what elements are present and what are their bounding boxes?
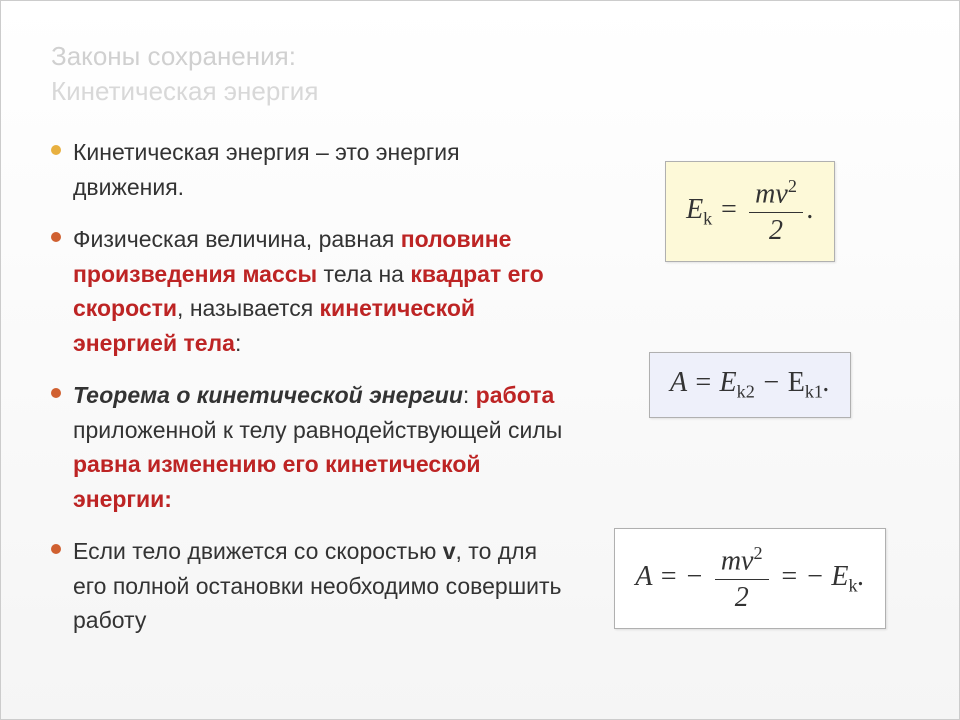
bullet-3-text: Теорема о кинетической энергии: работа п… (73, 378, 571, 516)
bullet-1-text: Кинетическая энергия – это энергия движе… (73, 135, 571, 204)
f-eq: = (687, 367, 720, 398)
bullet-dot-icon (51, 232, 61, 242)
fraction-icon: mv22 (749, 176, 803, 247)
f-num: mv2 (715, 543, 769, 580)
text-highlight: массы (242, 261, 317, 287)
formula-2-wrap: A = Ek2 − Ek1. (649, 352, 851, 418)
f-var: v (775, 178, 787, 209)
text-column: Кинетическая энергия – это энергия движе… (51, 135, 591, 656)
f-var: E (831, 561, 848, 592)
formula-1: Ek = mv22. (686, 194, 814, 225)
f-var: E (788, 367, 805, 398)
f-var: A (635, 561, 652, 592)
bullet-2: Физическая величина, равная половине про… (51, 222, 571, 360)
text-highlight: работа (476, 382, 555, 408)
fraction-icon: mv22 (715, 543, 769, 614)
bullet-3: Теорема о кинетической энергии: работа п… (51, 378, 571, 516)
f-dot: . (823, 367, 830, 398)
f-var: E (686, 194, 703, 225)
f-minus: − (755, 367, 788, 398)
text-plain: тела на (317, 261, 410, 287)
bullet-dot-icon (51, 145, 61, 155)
formula-3: A = − mv22 = − Ek. (635, 561, 864, 592)
f-den: 2 (749, 213, 803, 247)
formula-box-1: Ek = mv22. (665, 161, 835, 262)
f-num: mv2 (749, 176, 803, 213)
f-den: 2 (715, 580, 769, 614)
f-dot: . (858, 561, 865, 592)
title-line-2: Кинетическая энергия (51, 76, 909, 107)
content-area: Кинетическая энергия – это энергия движе… (51, 135, 909, 656)
f-eq: = (712, 194, 745, 225)
text-plain: Если тело движется со скоростью (73, 538, 443, 564)
text-var: v (443, 538, 456, 564)
text-plain: : (463, 382, 476, 408)
bullet-4-text: Если тело движется со скоростью v, то дл… (73, 534, 571, 638)
text-italic: Теорема о кинетической энергии (73, 382, 463, 408)
slide-title: Законы сохранения: Кинетическая энергия (51, 41, 909, 107)
bullet-dot-icon (51, 544, 61, 554)
text-plain: приложенной к телу равнодействующей силы (73, 417, 562, 443)
f-sub: k (703, 209, 712, 229)
bullet-4: Если тело движется со скоростью v, то дл… (51, 534, 571, 638)
text-plain: Физическая величина, равная (73, 226, 401, 252)
f-sub: k2 (737, 382, 755, 402)
f-var: v (741, 545, 753, 576)
formula-2: A = Ek2 − Ek1. (670, 367, 830, 398)
bullet-2-text: Физическая величина, равная половине про… (73, 222, 571, 360)
f-var: m (721, 545, 741, 576)
f-sup: 2 (753, 543, 762, 563)
f-sup: 2 (788, 176, 797, 196)
text-highlight: равна изменению его кинетической энергии… (73, 451, 481, 512)
slide-container: Законы сохранения: Кинетическая энергия … (0, 0, 960, 720)
text-bold-italic: Теорема о кинетической энергии (73, 382, 463, 408)
formula-box-2: A = Ek2 − Ek1. (649, 352, 851, 418)
text-plain: Кинетическая энергия – это энергия движе… (73, 139, 460, 200)
text-plain: , называется (177, 295, 320, 321)
f-var: A (670, 367, 687, 398)
f-sub: k1 (805, 382, 823, 402)
formula-box-3: A = − mv22 = − Ek. (614, 528, 885, 629)
f-eq: = − (773, 561, 832, 592)
f-var: m (755, 178, 775, 209)
title-line-1: Законы сохранения: (51, 41, 909, 72)
bullet-dot-icon (51, 388, 61, 398)
f-var: E (720, 367, 737, 398)
formula-column: Ek = mv22. A = Ek2 − Ek1. A = − mv22 = −… (591, 135, 909, 656)
f-eq: = − (652, 561, 711, 592)
text-plain: : (235, 330, 241, 356)
f-sub: k (848, 576, 857, 596)
formula-1-wrap: Ek = mv22. (665, 161, 835, 262)
formula-3-wrap: A = − mv22 = − Ek. (614, 528, 885, 629)
bullet-1: Кинетическая энергия – это энергия движе… (51, 135, 571, 204)
f-dot: . (807, 194, 814, 225)
